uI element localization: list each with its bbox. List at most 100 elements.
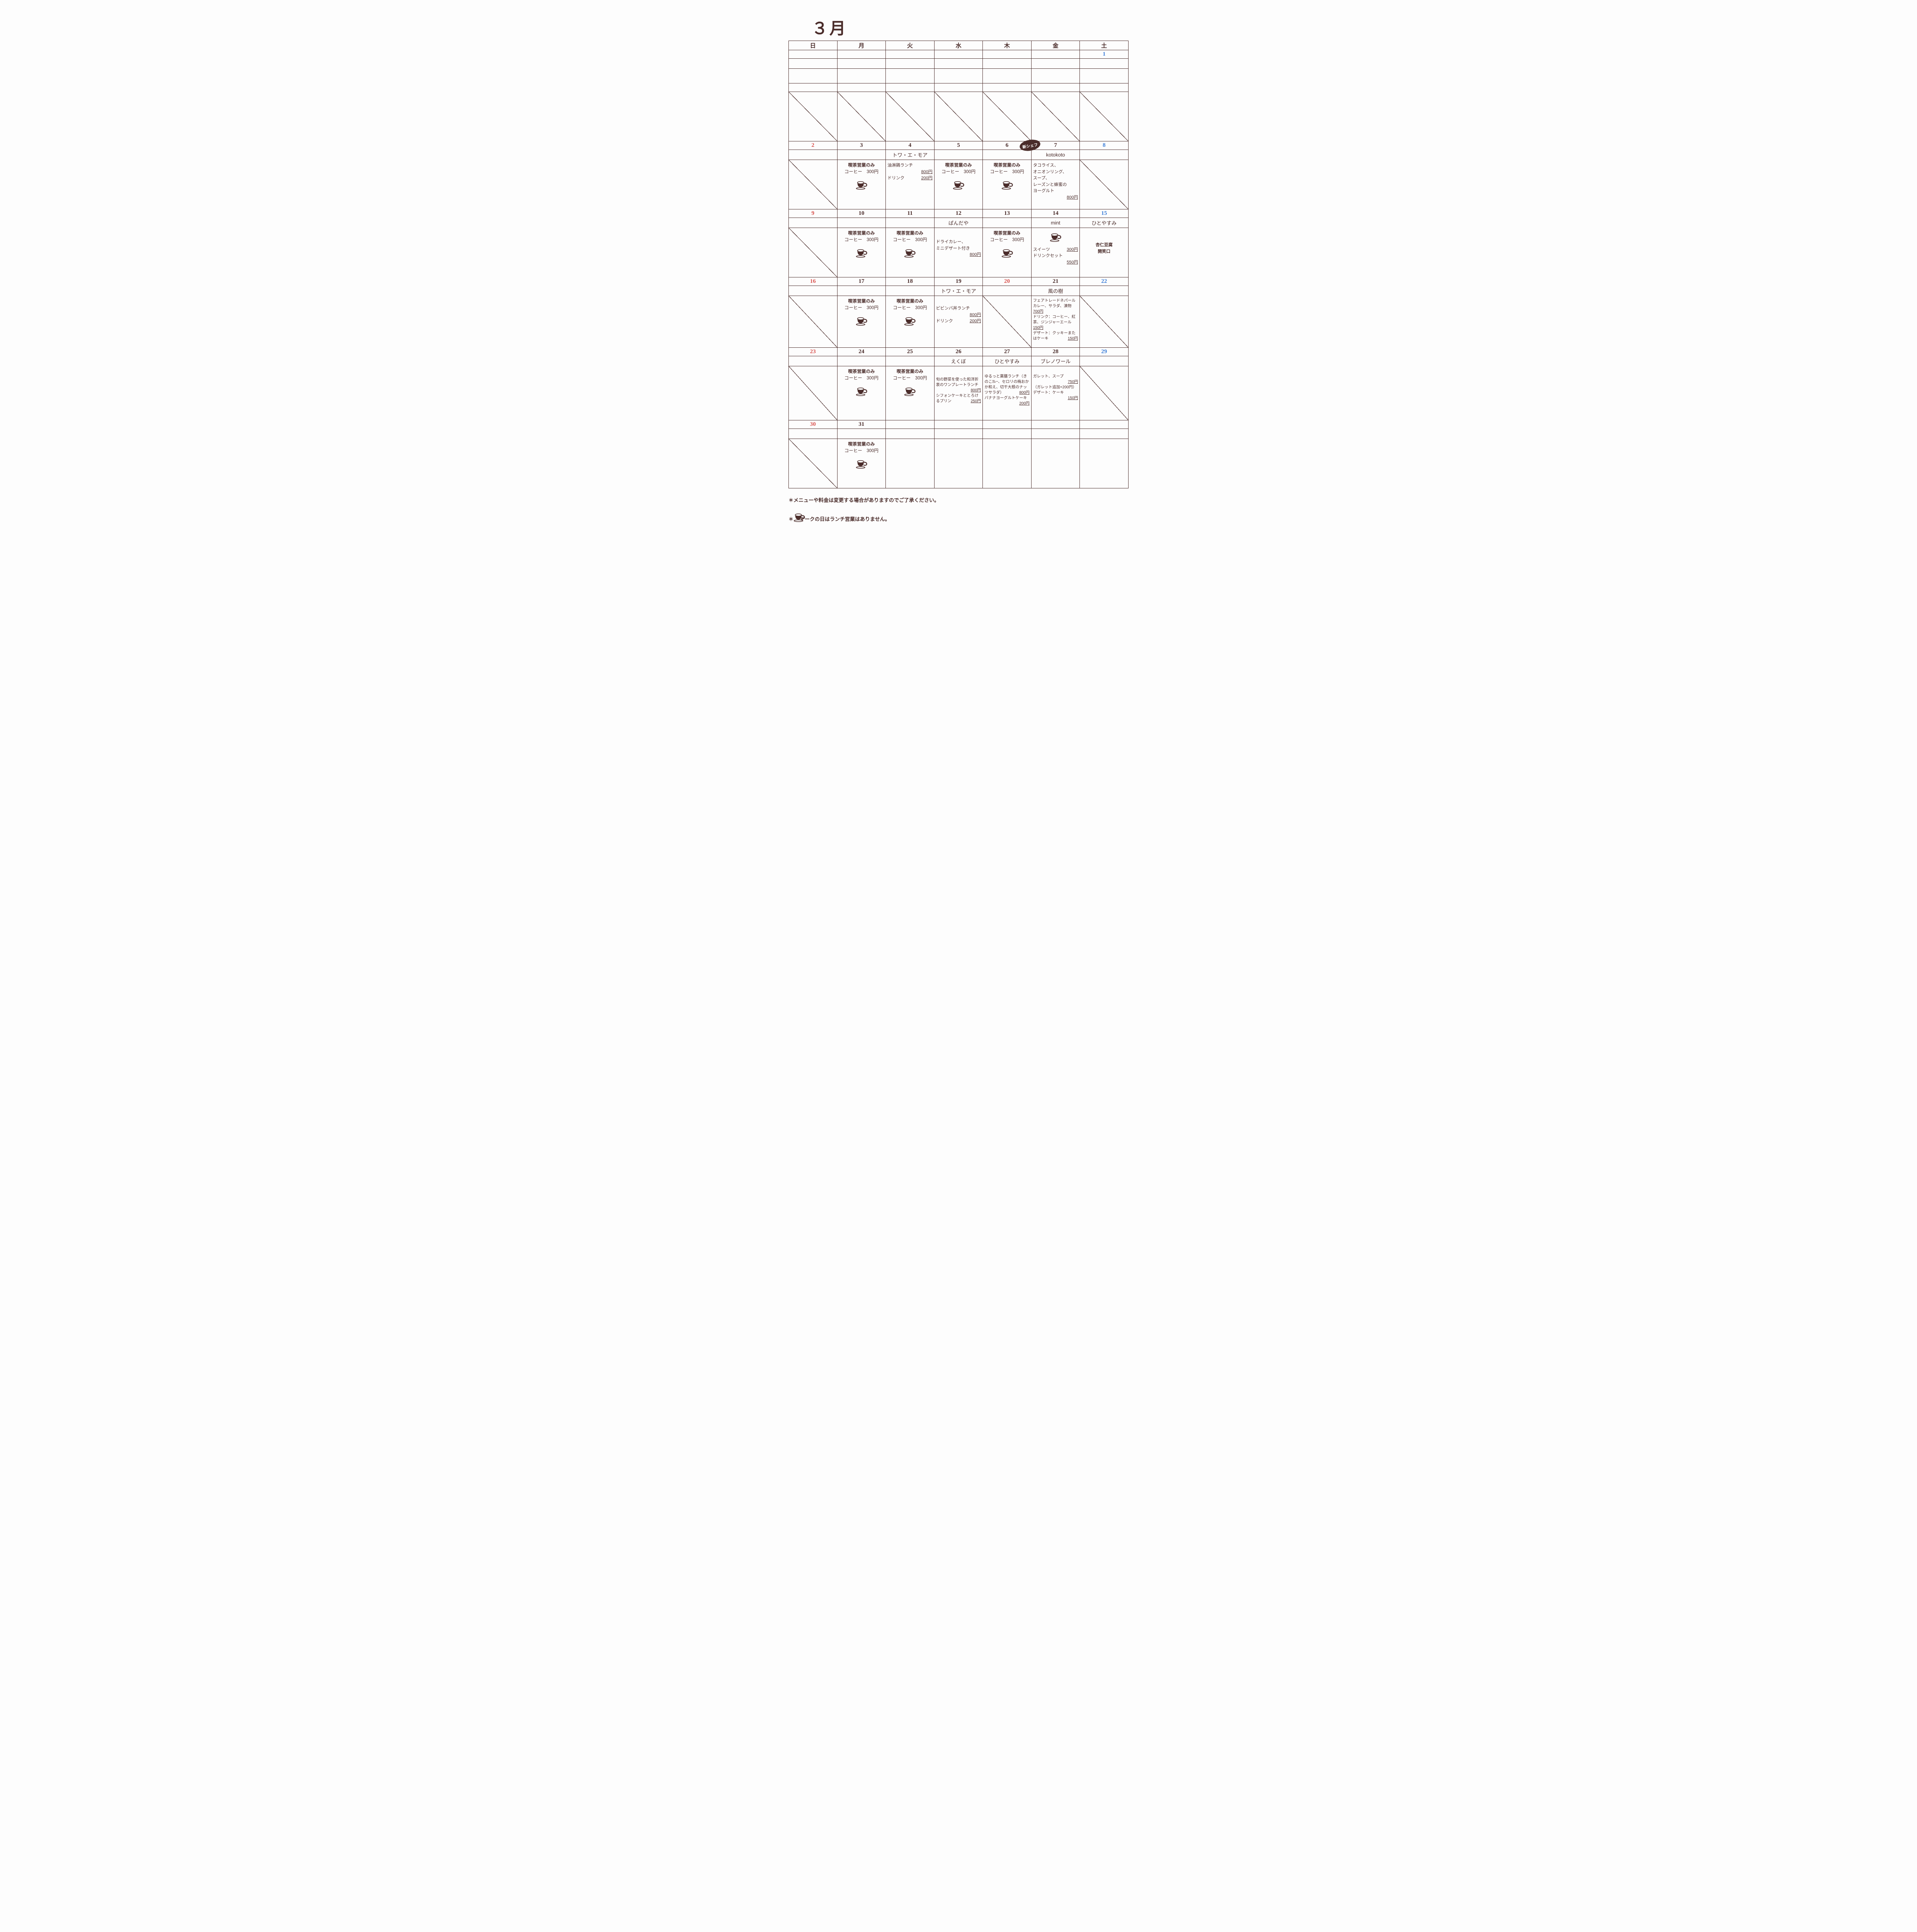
price: 250円 [971,399,981,404]
date-number-cell: 3 [837,141,886,150]
subtitle-cell [837,218,886,228]
price: 150円 [1068,336,1078,342]
content-cell [886,69,935,83]
menu-line: （ガレット追加+200円） [1033,385,1078,390]
subtitle-cell [837,59,886,69]
content-cell [1080,160,1129,209]
content-cell: ドライカレー、ミニデザート付き800円 [934,228,983,277]
subtitle-cell: 風の樹 [1031,286,1080,296]
price: 800円 [1067,194,1078,201]
date-number-cell [934,50,983,59]
date-number-row: 9101112131415 [789,209,1129,218]
subtitle-cell [789,59,838,69]
menu-line: デザート：クッキーまたはケーキ150円 [1033,331,1078,342]
date-number-cell: 17 [837,277,886,286]
content-cell [837,69,886,83]
menu-line: オニオンリング、 [1033,169,1078,175]
date-number-row [789,83,1129,92]
menu-block: ガレット、スープ750円（ガレット追加+200円）デザート：ケーキ150円 [1033,374,1078,401]
date-number-cell [983,83,1032,92]
date-number-cell [1031,83,1080,92]
subtitle-cell: mint [1031,218,1080,228]
price: 200円 [921,175,932,182]
header-row: 日月火水木金土 [789,41,1129,50]
subtitle-cell [983,429,1032,439]
menu-line: ドライカレー、 [936,239,981,245]
subtitle-row: トワ・エ・モアkotokoto [789,150,1129,160]
date-number-cell: 10 [837,209,886,218]
subtitle-cell [983,218,1032,228]
price: 800円 [970,252,981,258]
content-cell: ガレット、スープ750円（ガレット追加+200円）デザート：ケーキ150円 [1031,366,1080,420]
subtitle-cell [789,356,838,366]
menu-block: スイーツ300円ドリンクセット550円 [1033,247,1078,266]
content-row: 喫茶営業のみ コーヒー 300円 喫茶営業のみ コーヒー 300円 ドライカレー… [789,228,1129,277]
subtitle-cell [837,429,886,439]
coffee-line1: 喫茶営業のみ [984,162,1030,169]
menu-line: 800円 [936,252,981,258]
content-cell [934,439,983,488]
coffee-line2: コーヒー 300円 [887,237,933,243]
date-number-row: 23242526272829 [789,348,1129,356]
menu-block: 旬の野菜を使った和洋折衷のワンプレートランチ800円シフォンケーキととろけるプリ… [936,377,981,404]
content-cell [789,160,838,209]
menu-line: ガレット、スープ [1033,374,1078,379]
content-cell: 喫茶営業のみ コーヒー 300円 [837,228,886,277]
content-cell [1031,69,1080,83]
menu-line: 550円 [1033,259,1078,266]
date-number-cell: 29 [1080,348,1129,356]
menu-block: 油淋鶏ランチ800円ドリンク200円 [887,162,933,182]
date-number-row: 1 [789,50,1129,59]
coffee-line2: コーヒー 300円 [839,237,884,243]
cup-icon [1050,232,1061,242]
subtitle-cell: トワ・エ・モア [886,150,935,160]
price: 200円 [970,318,981,325]
content-cell [983,296,1032,348]
subtitle-cell [1031,59,1080,69]
subtitle-row: えくぼひとやすみブレノワール [789,356,1129,366]
menu-line: 150円 [1033,325,1078,331]
content-cell: タコライス、オニオンリング、スープ、レーズンと蜂蜜のヨーグルト800円 [1031,160,1080,209]
date-number-cell: 21 [1031,277,1080,286]
coffee-line1: 喫茶営業のみ [839,162,884,169]
menu-line: 800円 [1033,194,1078,201]
coffee-line2: コーヒー 300円 [984,169,1030,175]
price: 550円 [1067,259,1078,266]
subtitle-cell [789,286,838,296]
date-number-cell: 26 [934,348,983,356]
subtitle-cell: ひとやすみ [1080,218,1129,228]
subtitle-row [789,59,1129,69]
subtitle-cell: トワ・エ・モア [934,286,983,296]
content-cell: 喫茶営業のみ コーヒー 300円 [837,439,886,488]
menu-line: 150円 [1033,396,1078,401]
content-cell: 杏仁豆腐開笑口 [1080,228,1129,277]
date-number-cell [837,50,886,59]
coffee-only-block: 喫茶営業のみ コーヒー 300円 [984,230,1030,260]
footnotes: ＊メニューや料金は変更する場合がありますのでご了承ください。＊ マークの日はラン… [788,496,1129,522]
coffee-line1: 喫茶営業のみ [887,369,933,375]
day-header: 火 [886,41,935,50]
price: 750円 [1068,379,1078,385]
menu-line: スイーツ300円 [1033,247,1078,253]
menu-line: バナナヨーグルトケーキ200円 [984,396,1030,406]
date-number-cell: 12 [934,209,983,218]
date-number-cell: 2 [789,141,838,150]
coffee-only-block: 喫茶営業のみ コーヒー 300円 [936,162,981,192]
date-number-cell: 14 [1031,209,1080,218]
content-cell: 喫茶営業のみ コーヒー 300円 [886,366,935,420]
coffee-only-block: 喫茶営業のみ コーヒー 300円 [839,230,884,260]
subtitle-cell [983,59,1032,69]
subtitle-cell [934,59,983,69]
content-cell: 旬の野菜を使った和洋折衷のワンプレートランチ800円シフォンケーキととろけるプリ… [934,366,983,420]
content-cell: 喫茶営業のみ コーヒー 300円 [886,296,935,348]
coffee-line2: コーヒー 300円 [887,305,933,311]
menu-line: ドリンクセット [1033,253,1078,259]
date-number-cell [983,420,1032,429]
menu-line: ゆるっと薬膳ランチ（きのこｶﾚｰ、セロリの梅おかか和え、切干大根のナッツサラダ）… [984,374,1030,396]
calendar-body: 123456新シェフ78トワ・エ・モアkotokoto 喫茶営業のみ コーヒー … [789,50,1129,488]
content-row: 喫茶営業のみ コーヒー 300円 油淋鶏ランチ800円ドリンク200円 喫茶営業… [789,160,1129,209]
content-cell [1080,92,1129,141]
calendar-page: ３月 日月火水木金土 123456新シェフ78トワ・エ・モアkotokoto 喫… [788,15,1129,522]
subtitle-row: トワ・エ・モア 風の樹 [789,286,1129,296]
date-number-cell: 19 [934,277,983,286]
